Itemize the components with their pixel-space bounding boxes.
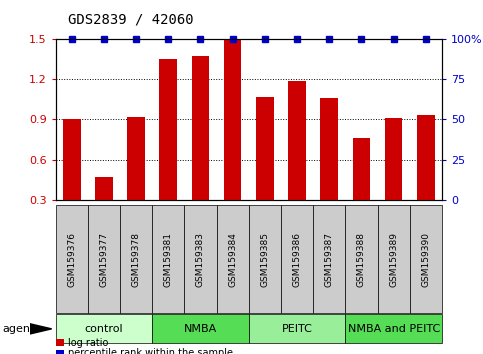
Text: GSM159383: GSM159383 — [196, 232, 205, 287]
Bar — [192, 56, 209, 200]
Text: GSM159388: GSM159388 — [357, 232, 366, 287]
Bar — [63, 120, 81, 200]
Text: GSM159378: GSM159378 — [131, 232, 141, 287]
Text: GDS2839 / 42060: GDS2839 / 42060 — [68, 12, 193, 27]
Text: control: control — [85, 324, 123, 334]
Text: NMBA and PEITC: NMBA and PEITC — [348, 324, 440, 334]
Bar — [95, 177, 113, 200]
Text: GSM159384: GSM159384 — [228, 232, 237, 287]
Text: GSM159389: GSM159389 — [389, 232, 398, 287]
Text: NMBA: NMBA — [184, 324, 217, 334]
Text: percentile rank within the sample: percentile rank within the sample — [68, 348, 233, 354]
Text: PEITC: PEITC — [282, 324, 313, 334]
Bar — [353, 138, 370, 200]
Text: GSM159385: GSM159385 — [260, 232, 270, 287]
Text: GSM159387: GSM159387 — [325, 232, 334, 287]
Bar — [159, 59, 177, 200]
Bar — [288, 81, 306, 200]
Bar — [320, 98, 338, 200]
Text: GSM159386: GSM159386 — [293, 232, 301, 287]
Text: GSM159381: GSM159381 — [164, 232, 173, 287]
Bar — [127, 117, 145, 200]
Bar — [385, 118, 402, 200]
Bar — [224, 39, 242, 200]
Text: agent: agent — [2, 324, 35, 334]
Polygon shape — [30, 324, 52, 334]
Text: GSM159377: GSM159377 — [99, 232, 108, 287]
Bar — [417, 115, 435, 200]
Text: GSM159390: GSM159390 — [421, 232, 430, 287]
Text: log ratio: log ratio — [68, 338, 108, 348]
Bar — [256, 97, 274, 200]
Text: GSM159376: GSM159376 — [67, 232, 76, 287]
